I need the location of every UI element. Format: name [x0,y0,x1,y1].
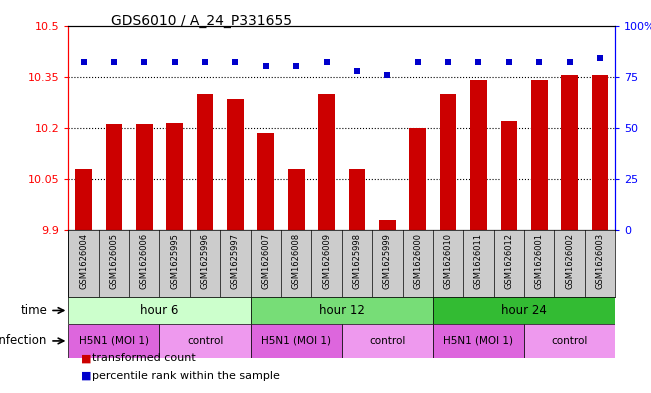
Text: control: control [369,336,406,346]
Bar [159,324,251,358]
Text: GSM1626011: GSM1626011 [474,233,483,289]
Text: GSM1626001: GSM1626001 [534,233,544,289]
Point [534,59,544,66]
Text: GSM1626003: GSM1626003 [596,233,605,289]
Text: hour 24: hour 24 [501,304,547,317]
Text: GSM1626006: GSM1626006 [140,233,149,289]
Bar [166,123,183,230]
Text: GDS6010 / A_24_P331655: GDS6010 / A_24_P331655 [111,14,292,28]
Point [322,59,332,66]
Text: ■: ■ [81,371,92,381]
Text: GSM1625995: GSM1625995 [170,233,179,289]
Point [139,59,150,66]
Text: H5N1 (MOI 1): H5N1 (MOI 1) [261,336,331,346]
Bar [470,80,487,230]
Bar [524,324,615,358]
Bar [251,324,342,358]
Point [564,59,575,66]
Point [200,59,210,66]
Point [230,59,241,66]
Text: GSM1625998: GSM1625998 [352,233,361,289]
Text: GSM1626009: GSM1626009 [322,233,331,289]
Point [443,59,453,66]
Point [382,72,393,78]
Bar [68,297,251,324]
Text: GSM1626004: GSM1626004 [79,233,88,289]
Point [291,63,301,70]
Bar [136,124,152,230]
Bar [439,94,456,230]
Text: hour 6: hour 6 [141,304,178,317]
Text: control: control [551,336,588,346]
Text: time: time [20,304,47,317]
Point [78,59,89,66]
Bar [433,297,615,324]
Text: GSM1625999: GSM1625999 [383,233,392,289]
Bar [409,128,426,230]
Bar [318,94,335,230]
Bar [197,94,214,230]
Bar [257,133,274,230]
Bar [76,169,92,230]
Bar [251,297,433,324]
Text: GSM1626010: GSM1626010 [443,233,452,289]
Point [260,63,271,70]
Point [413,59,423,66]
Bar [592,75,608,230]
Bar [227,99,243,230]
Text: infection: infection [0,334,47,347]
Text: ■: ■ [81,353,92,364]
Text: GSM1626002: GSM1626002 [565,233,574,289]
Point [595,55,605,61]
Text: H5N1 (MOI 1): H5N1 (MOI 1) [79,336,149,346]
Text: GSM1626005: GSM1626005 [109,233,118,289]
Text: GSM1626012: GSM1626012 [505,233,514,289]
Point [352,67,362,73]
Point [504,59,514,66]
Text: GSM1625997: GSM1625997 [231,233,240,289]
Point [169,59,180,66]
Text: transformed count: transformed count [92,353,196,364]
Text: percentile rank within the sample: percentile rank within the sample [92,371,281,381]
Bar [433,324,524,358]
Text: GSM1626007: GSM1626007 [261,233,270,289]
Text: H5N1 (MOI 1): H5N1 (MOI 1) [443,336,514,346]
Bar [379,220,396,230]
Bar [501,121,517,230]
Bar [348,169,365,230]
Bar [288,169,305,230]
Bar [561,75,578,230]
Bar [342,324,433,358]
Bar [531,80,547,230]
Text: GSM1625996: GSM1625996 [201,233,210,289]
Bar [68,324,159,358]
Text: GSM1626008: GSM1626008 [292,233,301,289]
Text: GSM1626000: GSM1626000 [413,233,422,289]
Bar [105,124,122,230]
Point [109,59,119,66]
Text: hour 12: hour 12 [319,304,365,317]
Point [473,59,484,66]
Text: control: control [187,336,223,346]
